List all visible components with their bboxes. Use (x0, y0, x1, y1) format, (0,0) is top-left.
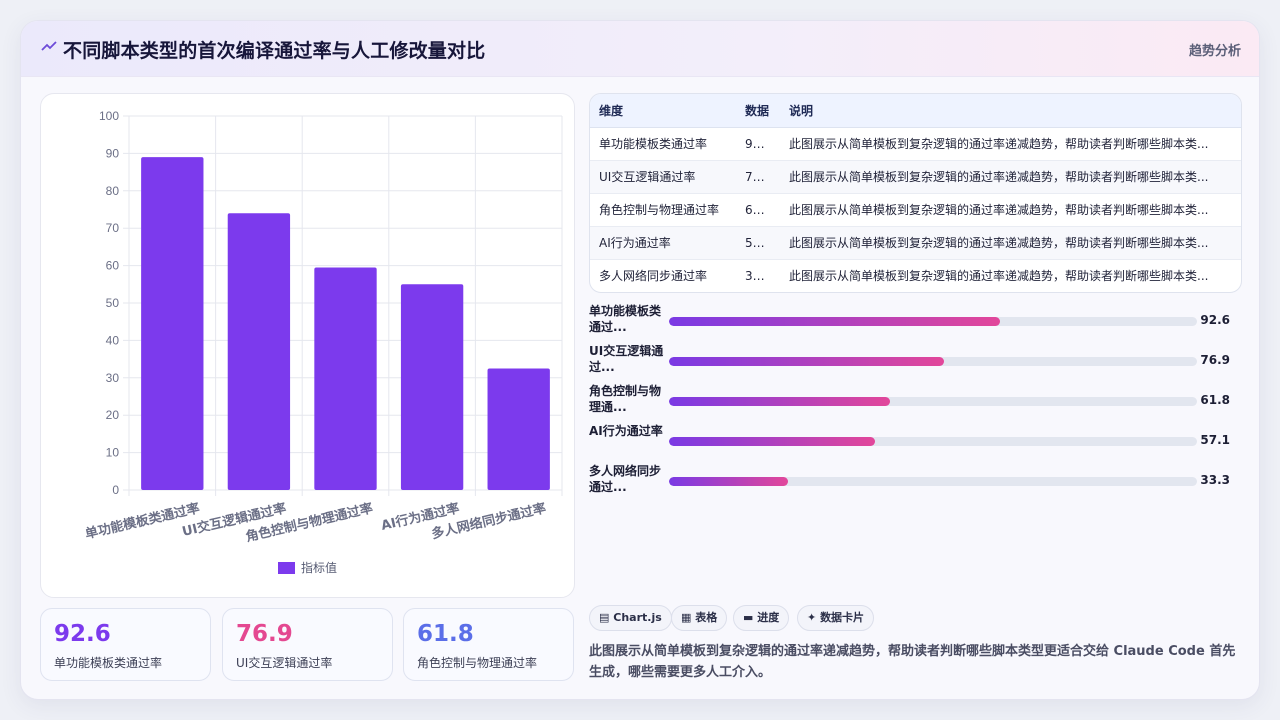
kpi-value: 61.8 (417, 621, 474, 647)
chip-label: 表格 (695, 611, 718, 624)
chip-label: Chart.js (613, 611, 662, 624)
table-cell: 33.3 (745, 268, 772, 283)
progress-fill (669, 477, 788, 486)
y-tick-label: 70 (106, 221, 120, 235)
progress-value: 92.6 (1200, 313, 1230, 327)
header-bar: 不同脚本类型的首次编译通过率与人工修改量对比 趋势分析 (21, 21, 1259, 77)
table-cell: 57.1 (736, 226, 780, 260)
chip-label: 数据卡片 (820, 611, 865, 624)
table-row: AI行为通过率 57.1 此图展示从简单模板到复杂逻辑的通过率递减趋势，帮助读者… (590, 226, 1241, 260)
table-cell: 此图展示从简单模板到复杂逻辑的通过率递减趋势，帮助读者判断哪些脚本类... (780, 193, 1241, 227)
bar-chart: 0 10 20 30 40 50 60 70 80 90 100 单功能模板类通过率 UI交互逻辑通过率… (40, 93, 575, 598)
progress-row: 多人网络同步通过... 33.3 (589, 463, 1242, 499)
progress-value: 57.1 (1200, 433, 1230, 447)
chart-icon: ▤ (599, 611, 610, 624)
progress-track (669, 437, 1197, 446)
kpi-card: 61.8 角色控制与物理通过率 (403, 608, 574, 681)
page-title: 不同脚本类型的首次编译通过率与人工修改量对比 (63, 40, 486, 62)
chip-progress[interactable]: ▬ 进度 (733, 605, 790, 631)
kpi-label: 单功能模板类通过率 (54, 656, 163, 670)
table-cell: 多人网络同步通过率 (599, 269, 708, 284)
table-cell: 此图展示从简单模板到复杂逻辑的通过率递减趋势，帮助读者判断哪些脚本类... (780, 160, 1241, 194)
y-tick-label: 90 (106, 146, 120, 160)
legend-swatch (278, 562, 295, 574)
progress-fill (669, 357, 944, 366)
y-tick-label: 30 (106, 371, 120, 385)
bar (400, 284, 464, 490)
column-header: 维度 (590, 94, 736, 128)
table-row: 多人网络同步通过率 33.3 此图展示从简单模板到复杂逻辑的通过率递减趋势，帮助… (590, 259, 1241, 292)
trend-analysis-tag[interactable]: 趋势分析 (1188, 44, 1241, 59)
legend-label: 指标值 (301, 560, 337, 575)
progress-label: AI行为通过率 (589, 424, 663, 438)
chip-chartjs[interactable]: ▤ Chart.js (589, 605, 672, 631)
table-cell: 76.9 (736, 160, 780, 194)
chip-data-card[interactable]: ✦ 数据卡片 (797, 605, 875, 631)
progress-value: 76.9 (1200, 353, 1230, 367)
y-tick-label: 40 (106, 333, 120, 347)
table-cell: 角色控制与物理通过率 (590, 193, 736, 227)
y-tick-label: 0 (112, 483, 119, 497)
y-tick-label: 80 (106, 184, 120, 198)
chart-description: 此图展示从简单模板到复杂逻辑的通过率递减趋势，帮助读者判断哪些脚本类型更适合交给… (589, 644, 1236, 680)
progress-track (669, 477, 1197, 486)
table-cell: AI行为通过率 (590, 226, 736, 260)
y-tick-label: 100 (99, 109, 119, 123)
dashboard-card: 不同脚本类型的首次编译通过率与人工修改量对比 趋势分析 0 10 20 30 40 50 6… (20, 20, 1260, 700)
kpi-label: UI交互逻辑通过率 (236, 656, 333, 670)
trend-icon (41, 41, 57, 51)
bar (314, 267, 377, 490)
table-cell: UI交互逻辑通过率 (590, 160, 736, 194)
bar (487, 368, 550, 490)
progress-label: 单功能模板类通过... (589, 304, 662, 334)
column-header: 说明 (780, 94, 1241, 128)
data-table: 维度 数据 说明 单功能模板类通过率 92.6 此图展示从简单模板到复杂逻辑的通… (589, 93, 1242, 293)
kpi-value: 76.9 (236, 621, 293, 647)
bar-chart-svg: 0102030405060708090100单功能模板类通过率UI交互逻辑通过率… (84, 109, 563, 575)
y-tick-label: 60 (106, 259, 120, 273)
table-row: UI交互逻辑通过率 76.9 此图展示从简单模板到复杂逻辑的通过率递减趋势，帮助… (590, 160, 1241, 194)
table-cell: 单功能模板类通过率 (590, 127, 736, 161)
progress-row: AI行为通过率 57.1 (589, 423, 1242, 459)
card-icon: ✦ (807, 611, 817, 624)
table-header-row: 维度 数据 说明 (590, 94, 1241, 128)
bar (141, 157, 204, 490)
progress-row: 单功能模板类通过... 92.6 (589, 303, 1242, 339)
table-cell: 此图展示从简单模板到复杂逻辑的通过率递减趋势，帮助读者判断哪些脚本类... (789, 269, 1209, 284)
progress-icon: ▬ (743, 611, 754, 624)
progress-track (669, 317, 1197, 326)
table-cell: 此图展示从简单模板到复杂逻辑的通过率递减趋势，帮助读者判断哪些脚本类... (780, 226, 1241, 260)
progress-list: 单功能模板类通过... 92.6 UI交互逻辑通过... 76.9 角色控制与物… (589, 303, 1242, 503)
progress-label: 角色控制与物理通... (589, 384, 662, 414)
kpi-label: 角色控制与物理通过率 (417, 656, 538, 670)
progress-fill (669, 317, 1000, 326)
y-tick-label: 20 (106, 408, 120, 422)
table-cell: 92.6 (736, 127, 780, 161)
progress-label: UI交互逻辑通过... (589, 344, 664, 374)
table-cell: 此图展示从简单模板到复杂逻辑的通过率递减趋势，帮助读者判断哪些脚本类... (780, 127, 1241, 161)
bar (227, 213, 291, 490)
table-row: 单功能模板类通过率 92.6 此图展示从简单模板到复杂逻辑的通过率递减趋势，帮助… (590, 127, 1241, 161)
y-tick-label: 50 (106, 296, 120, 310)
kpi-value: 92.6 (54, 621, 111, 647)
table-cell: 61.8 (736, 193, 780, 227)
progress-row: UI交互逻辑通过... 76.9 (589, 343, 1242, 379)
progress-track (669, 397, 1197, 406)
chip-table[interactable]: ▦ 表格 (671, 605, 728, 631)
progress-fill (669, 397, 890, 406)
chip-label: 进度 (757, 611, 780, 624)
table-row: 角色控制与物理通过率 61.8 此图展示从简单模板到复杂逻辑的通过率递减趋势，帮… (590, 193, 1241, 227)
y-tick-label: 10 (106, 446, 120, 460)
kpi-card: 76.9 UI交互逻辑通过率 (222, 608, 393, 681)
progress-track (669, 357, 1197, 366)
progress-row: 角色控制与物理通... 61.8 (589, 383, 1242, 419)
column-header: 数据 (736, 94, 780, 128)
progress-fill (669, 437, 875, 446)
kpi-card: 92.6 单功能模板类通过率 (40, 608, 211, 681)
table-icon: ▦ (681, 611, 692, 624)
progress-value: 33.3 (1200, 473, 1230, 487)
progress-value: 61.8 (1200, 393, 1230, 407)
progress-label: 多人网络同步通过... (589, 464, 662, 494)
